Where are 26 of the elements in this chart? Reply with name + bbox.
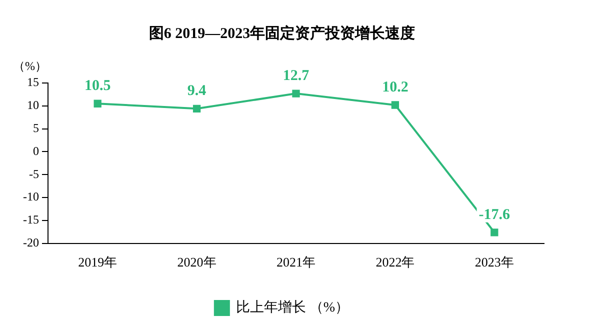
y-tick-label: 15 (26, 75, 39, 90)
y-tick-label: 10 (26, 98, 39, 112)
x-tick-label: 2023年 (474, 254, 514, 270)
point (192, 104, 201, 112)
point (490, 228, 498, 236)
point (94, 100, 102, 108)
y-tick-label: 5 (32, 120, 39, 135)
y-tick-label: -20 (22, 236, 39, 250)
data-label: 10.5 (84, 78, 111, 94)
data-label: 12.7 (282, 68, 310, 84)
data-label: 10.2 (382, 79, 408, 96)
data-label: -17.6 (478, 206, 511, 223)
point (391, 101, 400, 109)
point (292, 90, 300, 98)
y-tick-label: -10 (22, 190, 39, 204)
legend-label: 比上年增长 （%） (236, 300, 350, 316)
y-tick-label: 0 (32, 144, 39, 158)
x-tick-label: 2020年 (177, 254, 216, 270)
y-tick-label: -5 (28, 166, 39, 181)
data-label: 9.4 (187, 83, 207, 100)
x-tick-label: 2021年 (276, 254, 316, 270)
y-tick-label: -15 (22, 212, 39, 227)
x-tick-label: 2019年 (78, 254, 118, 270)
y-axis-title: （%） (13, 59, 47, 74)
x-tick-label: 2022年 (376, 254, 415, 270)
chart-title: 图6 2019—2023年固定资产投资增长速度 (148, 24, 416, 42)
